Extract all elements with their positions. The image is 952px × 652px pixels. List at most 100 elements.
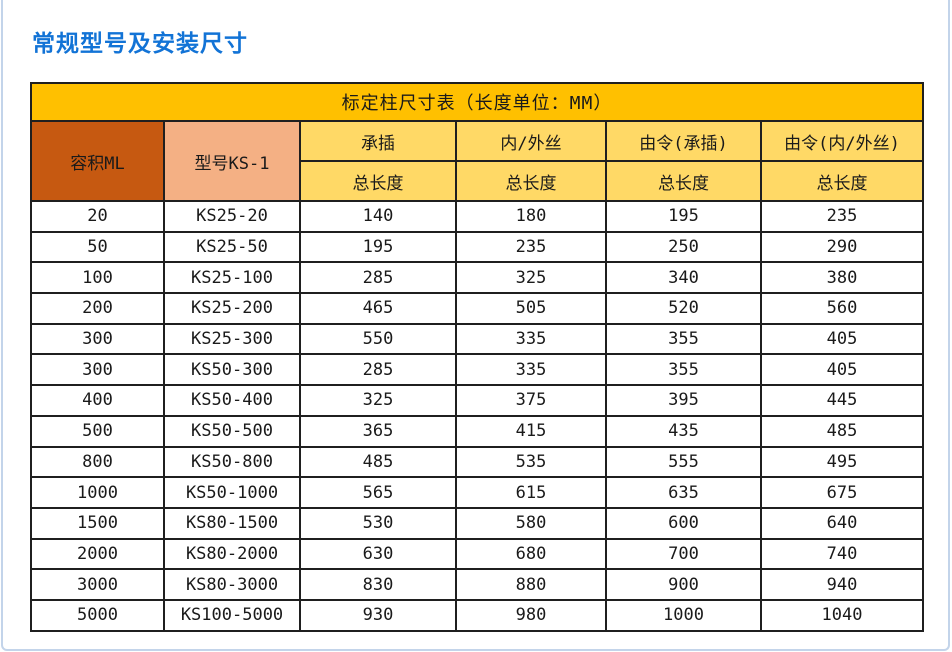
table-row: 500 KS50-500 365 415 435 485 — [30, 414, 925, 448]
volume-cell: 1000 — [30, 476, 165, 509]
length-cell: 395 — [605, 384, 762, 417]
table-row: 800 KS50-800 485 535 555 495 — [30, 445, 925, 479]
dimension-spec-table: 标定柱尺寸表（长度单位：MM） 容积ML 型号KS-1 承插 内/外丝 由令(承… — [29, 82, 925, 632]
length-cell: 900 — [605, 568, 762, 601]
length-cell: 930 — [299, 598, 457, 632]
model-cell: KS50-500 — [163, 414, 301, 448]
length-cell: 535 — [455, 445, 607, 479]
length-cell: 560 — [759, 292, 925, 325]
model-cell: KS25-100 — [163, 261, 301, 295]
length-cell: 1000 — [605, 598, 762, 632]
length-cell: 880 — [455, 568, 607, 601]
volume-cell: 200 — [30, 292, 165, 325]
sub-header-total-length: 总长度 — [605, 160, 762, 202]
table-row: 400 KS50-400 325 375 395 445 — [30, 384, 925, 417]
length-cell: 235 — [759, 200, 925, 233]
length-cell: 675 — [759, 476, 925, 509]
length-cell: 520 — [605, 292, 762, 325]
model-cell: KS25-200 — [163, 292, 301, 325]
length-cell: 355 — [605, 353, 762, 387]
length-cell: 340 — [605, 261, 762, 295]
length-cell: 415 — [455, 414, 607, 448]
model-cell: KS50-400 — [163, 384, 301, 417]
length-cell: 250 — [605, 230, 762, 264]
length-cell: 335 — [455, 353, 607, 387]
length-cell: 485 — [759, 414, 925, 448]
model-cell: KS100-5000 — [163, 598, 301, 632]
length-cell: 680 — [455, 537, 607, 571]
model-cell: KS80-1500 — [163, 506, 301, 540]
length-cell: 435 — [605, 414, 762, 448]
length-cell: 380 — [759, 261, 925, 295]
length-cell: 335 — [455, 322, 607, 356]
length-cell: 640 — [759, 506, 925, 540]
length-cell: 635 — [605, 476, 762, 509]
sub-header-total-length: 总长度 — [455, 160, 607, 202]
length-cell: 615 — [455, 476, 607, 509]
table-row: 20 KS25-20 140 180 195 235 — [30, 200, 925, 233]
length-cell: 600 — [605, 506, 762, 540]
length-cell: 580 — [455, 506, 607, 540]
length-cell: 980 — [455, 598, 607, 632]
length-cell: 180 — [455, 200, 607, 233]
table-row: 300 KS25-300 550 335 355 405 — [30, 322, 925, 356]
length-cell: 495 — [759, 445, 925, 479]
length-cell: 445 — [759, 384, 925, 417]
table-row: 200 KS25-200 465 505 520 560 — [30, 292, 925, 325]
table-body: 20 KS25-20 140 180 195 235 50 KS25-50 195 235 250 2… — [30, 200, 925, 632]
length-cell: 355 — [605, 322, 762, 356]
table-caption-row: 标定柱尺寸表（长度单位：MM） — [29, 82, 925, 122]
sub-header-total-length: 总长度 — [299, 160, 457, 202]
table-caption: 标定柱尺寸表（长度单位：MM） — [29, 82, 925, 122]
table-row: 5000 KS100-5000 930 980 1000 1040 — [30, 598, 925, 632]
sub-header-row: 总长度 总长度 总长度 总长度 — [31, 160, 925, 202]
page-title: 常规型号及安装尺寸 — [32, 30, 248, 56]
length-cell: 555 — [605, 445, 762, 479]
length-cell: 405 — [759, 322, 925, 356]
column-header-volume: 容积ML — [30, 120, 165, 202]
model-cell: KS25-300 — [163, 322, 301, 356]
table-row: 1000 KS50-1000 565 615 635 675 — [30, 476, 925, 509]
model-cell: KS50-800 — [163, 445, 301, 479]
column-header-thread: 内/外丝 — [455, 120, 607, 162]
column-header-model: 型号KS-1 — [163, 120, 301, 202]
model-cell: KS80-3000 — [163, 568, 301, 601]
length-cell: 565 — [299, 476, 457, 509]
model-cell: KS25-20 — [163, 200, 301, 233]
table-row: 1500 KS80-1500 530 580 600 640 — [30, 506, 925, 540]
model-cell: KS50-1000 — [163, 476, 301, 509]
length-cell: 830 — [299, 568, 457, 601]
model-cell: KS25-50 — [163, 230, 301, 264]
length-cell: 195 — [299, 230, 457, 264]
volume-cell: 5000 — [30, 598, 165, 632]
volume-cell: 3000 — [30, 568, 165, 601]
volume-cell: 100 — [30, 261, 165, 295]
column-header-union-thread: 由令(内/外丝) — [759, 120, 925, 162]
model-cell: KS80-2000 — [163, 537, 301, 571]
sub-header-total-length: 总长度 — [759, 160, 925, 202]
column-header-socket: 承插 — [299, 120, 457, 162]
model-cell: KS50-300 — [163, 353, 301, 387]
length-cell: 285 — [299, 261, 457, 295]
length-cell: 505 — [455, 292, 607, 325]
table-row: 100 KS25-100 285 325 340 380 — [30, 261, 925, 295]
length-cell: 550 — [299, 322, 457, 356]
table-header: 标定柱尺寸表（长度单位：MM） 容积ML 型号KS-1 承插 内/外丝 由令(承… — [29, 82, 925, 202]
volume-cell: 20 — [30, 200, 165, 233]
volume-cell: 500 — [30, 414, 165, 448]
group-header-row: 容积ML 型号KS-1 承插 内/外丝 由令(承插) 由令(内/外丝) — [30, 120, 925, 202]
length-cell: 1040 — [759, 598, 925, 632]
table-row: 300 KS50-300 285 335 355 405 — [30, 353, 925, 387]
volume-cell: 1500 — [30, 506, 165, 540]
length-cell: 325 — [455, 261, 607, 295]
volume-cell: 50 — [30, 230, 165, 264]
table-row: 3000 KS80-3000 830 880 900 940 — [30, 568, 925, 601]
volume-cell: 2000 — [30, 537, 165, 571]
length-cell: 405 — [759, 353, 925, 387]
length-cell: 485 — [299, 445, 457, 479]
length-cell: 375 — [455, 384, 607, 417]
length-cell: 365 — [299, 414, 457, 448]
volume-cell: 300 — [30, 322, 165, 356]
volume-cell: 300 — [30, 353, 165, 387]
length-cell: 140 — [299, 200, 457, 233]
